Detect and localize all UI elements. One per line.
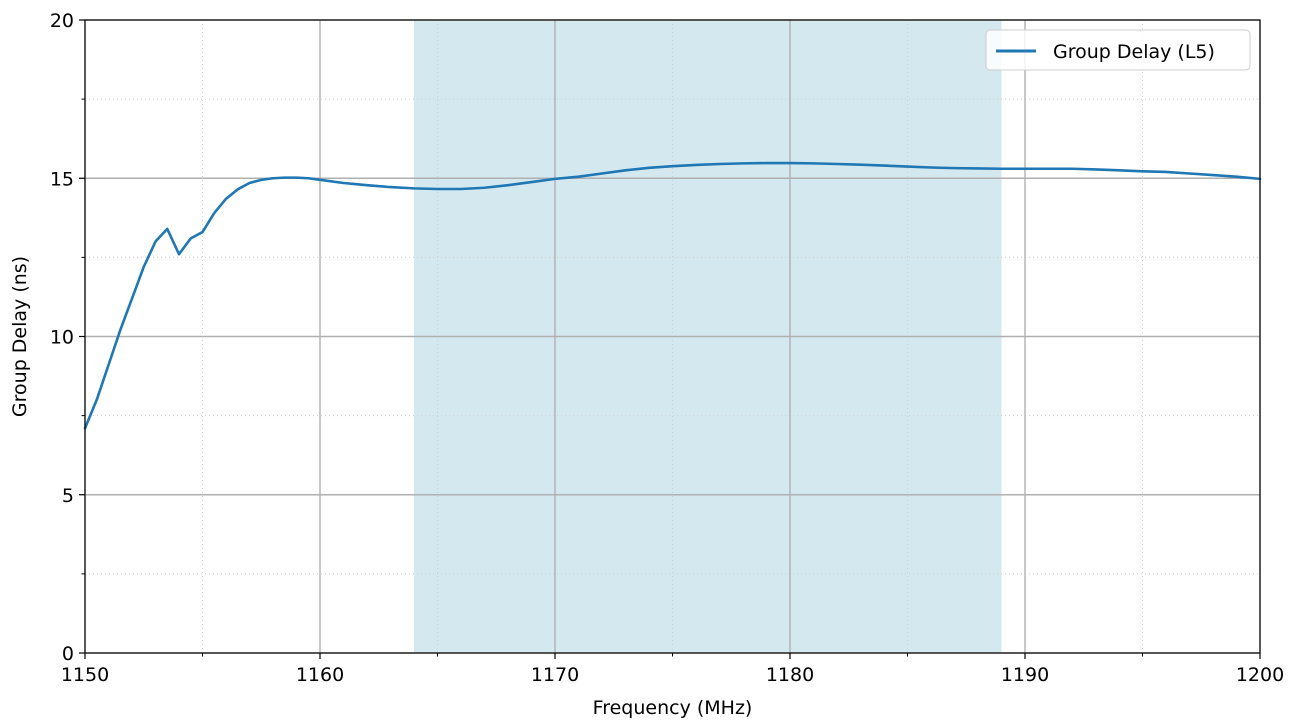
x-tick-label: 1180: [766, 664, 814, 686]
x-axis-label: Frequency (MHz): [593, 697, 753, 719]
legend-label: Group Delay (L5): [1053, 41, 1215, 63]
x-tick-label: 1150: [61, 664, 109, 686]
x-tick-label: 1160: [296, 664, 344, 686]
y-tick-labels: 0 5 10 15 20: [50, 10, 74, 665]
x-tick-label: 1170: [531, 664, 579, 686]
series-layer: [83, 161, 1262, 430]
legend: Group Delay (L5): [985, 29, 1251, 71]
x-tick-label: 1190: [1001, 664, 1049, 686]
y-tick-label: 15: [50, 168, 74, 190]
series-line-group-delay: [83, 161, 1262, 430]
x-tick-labels: 1150 1160 1170 1180 1190 1200: [61, 664, 1284, 686]
x-tick-label: 1200: [1236, 664, 1284, 686]
y-axis-label: Group Delay (ns): [9, 256, 31, 417]
y-tick-label: 0: [62, 643, 74, 665]
legend-box: [985, 29, 1251, 71]
y-tick-label: 20: [50, 10, 74, 32]
ticks-layer: [79, 19, 1261, 659]
y-tick-label: 10: [50, 327, 74, 349]
y-tick-label: 5: [62, 485, 74, 507]
